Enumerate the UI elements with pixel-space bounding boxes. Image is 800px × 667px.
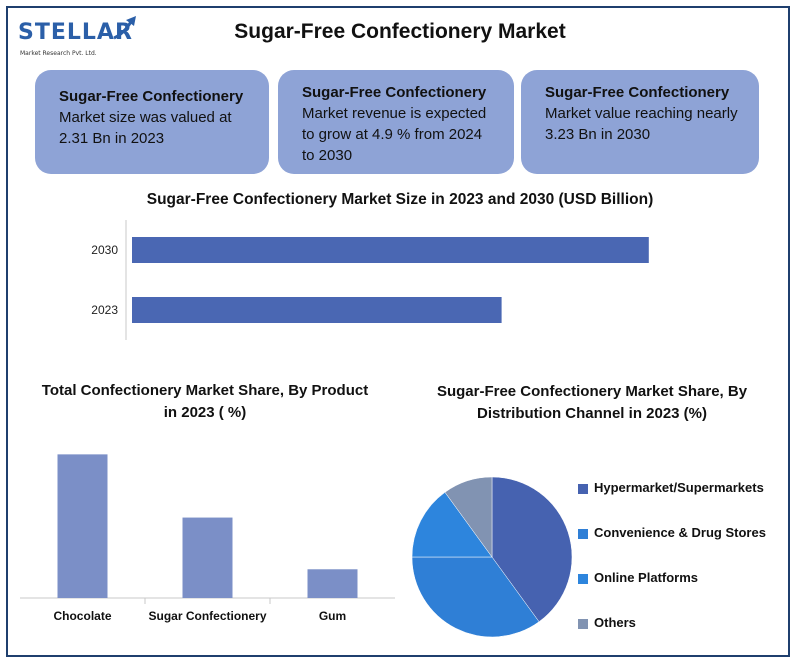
card-title: Sugar-Free Confectionery bbox=[545, 84, 730, 101]
legend-swatch bbox=[578, 574, 588, 584]
tick-label-2030: 2030 bbox=[91, 243, 118, 257]
legend-label: Hypermarket/Supermarkets bbox=[594, 480, 764, 495]
tick-label-2023: 2023 bbox=[91, 303, 118, 317]
card-text: Market size was valued at 2.31 Bn in 202… bbox=[59, 109, 232, 147]
pie-slice-convenience-drug-stores bbox=[411, 556, 540, 638]
page-title: Sugar-Free Confectionery Market bbox=[234, 20, 566, 43]
legend-item: Online Platforms bbox=[578, 570, 766, 615]
logo-subtitle: Market Research Pvt. Ltd. bbox=[20, 50, 97, 57]
pie-legend: Hypermarket/Supermarkets Convenience & Dr… bbox=[578, 480, 766, 660]
card-text: Market revenue is expected to grow at 4.… bbox=[302, 105, 487, 164]
bar-sugar-confectionery bbox=[182, 517, 233, 598]
info-card-market-size: Sugar-Free Confectionery Market size was… bbox=[35, 70, 269, 174]
legend-swatch bbox=[578, 529, 588, 539]
card-text: Market value reaching nearly 3.23 Bn in … bbox=[545, 105, 738, 143]
market-size-bar-chart: 2030 2023 bbox=[91, 220, 649, 340]
card-title: Sugar-Free Confectionery bbox=[302, 84, 487, 101]
product-share-bar-chart: Chocolate Sugar Confectionery Gum bbox=[20, 454, 395, 623]
bar-2023 bbox=[132, 297, 502, 323]
legend-item: Convenience & Drug Stores bbox=[578, 525, 766, 570]
legend-swatch bbox=[578, 484, 588, 494]
distribution-chart-title: Sugar-Free Confectionery Market Share, B… bbox=[436, 383, 748, 422]
bar-gum bbox=[307, 569, 358, 598]
outer-frame bbox=[6, 6, 790, 657]
company-logo: STELLAR Market Research Pvt. Ltd. bbox=[18, 12, 138, 64]
tick-label-gum: Gum bbox=[319, 609, 346, 623]
pie-slice-online-platforms bbox=[411, 491, 493, 558]
legend-label: Others bbox=[594, 615, 636, 630]
legend-item: Others bbox=[578, 615, 766, 660]
bar-chocolate bbox=[57, 454, 108, 598]
legend-swatch bbox=[578, 619, 588, 629]
bar-2030 bbox=[132, 237, 649, 263]
pie-slice-hypermarket-supermarkets bbox=[491, 476, 573, 623]
info-card-growth: Sugar-Free Confectionery Market revenue … bbox=[278, 70, 514, 174]
logo-text: STELLAR bbox=[18, 20, 133, 45]
tick-label-chocolate: Chocolate bbox=[53, 609, 111, 623]
card-title: Sugar-Free Confectionery bbox=[59, 88, 244, 105]
info-card-forecast: Sugar-Free Confectionery Market value re… bbox=[521, 70, 759, 174]
distribution-pie-chart bbox=[411, 476, 573, 638]
pie-slice-others bbox=[444, 476, 493, 558]
tick-label-sugar-confectionery: Sugar Confectionery bbox=[148, 609, 266, 623]
legend-label: Convenience & Drug Stores bbox=[594, 525, 766, 540]
legend-label: Online Platforms bbox=[594, 570, 699, 585]
market-size-chart-title: Sugar-Free Confectionery Market Size in … bbox=[146, 191, 654, 208]
legend-item: Hypermarket/Supermarkets bbox=[578, 480, 766, 525]
logo-arrow-icon bbox=[113, 16, 136, 40]
product-share-chart-title: Total Confectionery Market Share, By Pro… bbox=[41, 382, 369, 421]
